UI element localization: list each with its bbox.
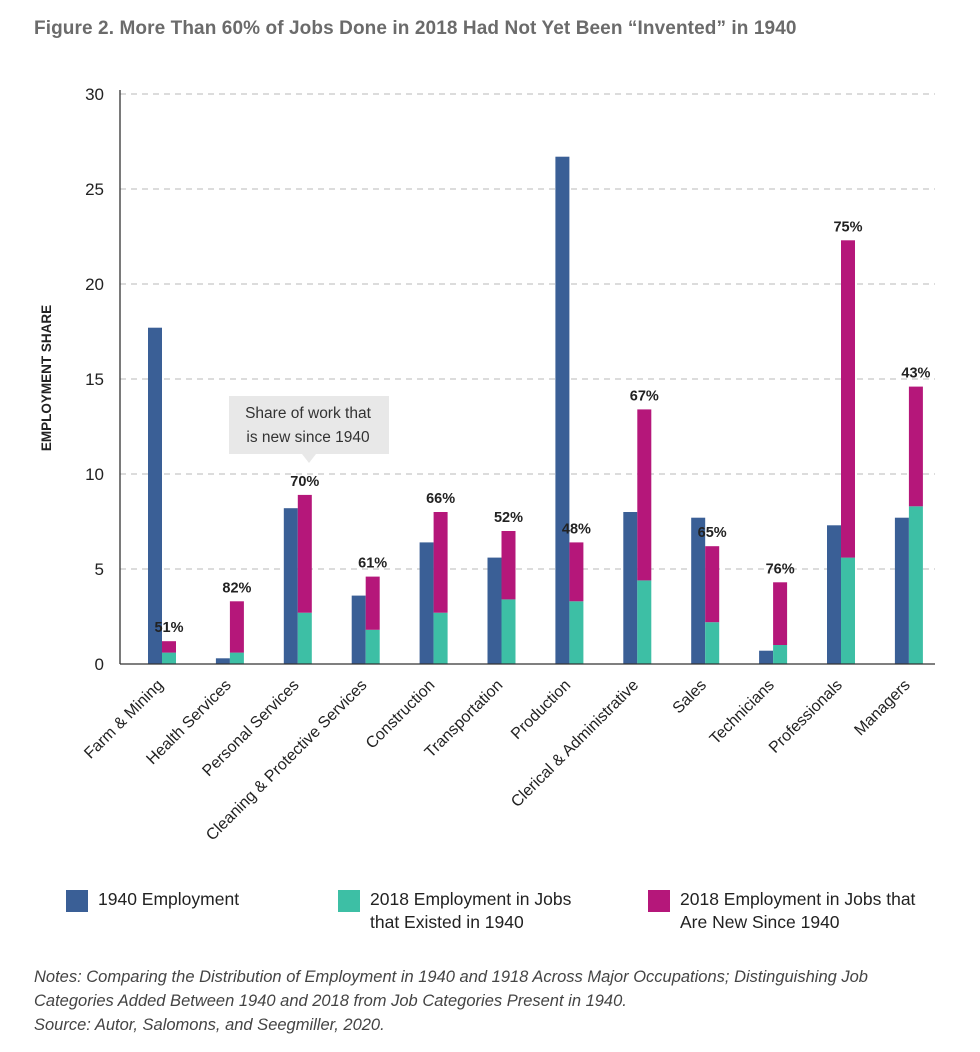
bar-1940-sales [691,517,706,664]
callout-annotation: Share of work that is new since 1940 [229,396,389,463]
share-labels: 51% 82% 70% 61% 66% 52% 48% 67% 65% 76% 75% 43% [154,219,930,636]
bar-1940-managers [894,517,909,664]
callout-box [229,396,389,463]
share-new-label: 76% [766,561,795,577]
share-new-label: 65% [698,525,727,541]
bar-1940-construction [419,542,434,664]
y-tick-label: 0 [95,655,104,674]
bar-1940-professionals [827,525,841,664]
share-new-label: 70% [290,474,319,490]
y-tick-label: 10 [85,465,104,484]
bar-2018-new-clerical-administrative [637,409,652,581]
legend-label: 2018 Employment in Jobs that [680,889,916,909]
bar-2018-existed-technicians [773,645,788,664]
source-line: Source: Autor, Salomons, and Seegmiller,… [34,1016,385,1034]
bar-2018-new-personal-services [297,494,312,613]
bar-2018-existed-construction [433,612,448,664]
bar-2018-new-professionals [841,240,855,558]
bar-2018-existed-farm-mining [162,652,176,664]
legend-label: 1940 Employment [98,889,240,909]
x-tick-label: Construction [363,677,439,753]
bar-1940-transportation [487,557,502,664]
bar-2018-new-managers [908,386,923,507]
bar-2018-new-construction [433,512,448,613]
y-tick-label: 30 [85,85,104,104]
bar-2018-existed-transportation [501,599,516,664]
legend-label: 2018 Employment in Jobs [370,889,572,909]
share-new-label: 51% [154,620,183,636]
legend-swatch-1940 [66,890,88,912]
share-new-label: 75% [833,219,862,235]
bar-2018-existed-managers [908,506,923,664]
bar-2018-new-technicians [773,582,788,645]
notes: Notes: Comparing the Distribution of Emp… [34,965,974,1037]
share-new-label: 52% [494,510,523,526]
share-new-label: 43% [901,366,930,382]
bar-2018-new-sales [705,546,720,623]
y-axis-ticks: 0 5 10 15 20 25 30 [85,85,104,674]
bar-2018-new-farm-mining [162,641,176,653]
legend-swatch-existed [338,890,360,912]
bar-2018-new-production [569,542,584,602]
bar-2018-new-cleaning-protective-services [365,576,380,630]
y-tick-label: 5 [95,560,104,579]
bar-1940-personal-services [283,508,298,664]
chart-title: Figure 2. More Than 60% of Jobs Done in … [34,18,797,39]
share-new-label: 82% [222,580,251,596]
bar-1940-farm-mining [148,327,162,664]
x-tick-label: Production [508,677,574,743]
bar-2018-existed-sales [705,622,720,664]
y-tick-label: 15 [85,370,104,389]
bar-2018-new-health-services [229,601,244,653]
bar-2018-new-transportation [501,531,516,600]
y-tick-label: 20 [85,275,104,294]
bars [148,156,923,664]
chart-canvas: 0 5 10 15 20 25 30 51% 82% 70% 61% 66% 52% 48% 67% 65%… [39,85,935,844]
grid-lines [120,93,935,570]
legend-swatch-new [648,890,670,912]
x-tick-label: Clerical & Administrative [508,677,642,811]
callout-text-line-1: Share of work that [245,405,371,422]
y-tick-label: 25 [85,180,104,199]
bar-2018-existed-health-services [229,652,244,664]
bar-1940-production [555,156,570,664]
bar-1940-clerical-administrative [623,512,638,664]
share-new-label: 61% [358,556,387,572]
x-tick-label: Technicians [707,677,778,748]
bar-2018-existed-professionals [841,557,855,664]
x-tick-label: Sales [670,677,710,717]
bar-2018-existed-personal-services [297,612,312,664]
bar-2018-existed-production [569,601,584,664]
callout-text-line-2: is new since 1940 [246,429,370,446]
share-new-label: 67% [630,388,659,404]
bar-1940-cleaning-protective-services [351,595,366,664]
share-new-label: 66% [426,491,455,507]
bar-1940-technicians [759,650,774,664]
legend-label-2: Are New Since 1940 [680,912,840,932]
bar-2018-existed-cleaning-protective-services [365,629,380,664]
bar-2018-existed-clerical-administrative [637,580,652,664]
notes-line-1: Notes: Comparing the Distribution of Emp… [34,968,868,986]
x-tick-label: Managers [851,677,913,739]
share-new-label: 48% [562,521,591,537]
notes-line-2: Categories Added Between 1940 and 2018 f… [34,992,627,1010]
y-axis-label: EMPLOYMENT SHARE [39,305,54,451]
bar-1940-health-services [215,658,230,664]
legend-label-2: that Existed in 1940 [370,912,524,932]
